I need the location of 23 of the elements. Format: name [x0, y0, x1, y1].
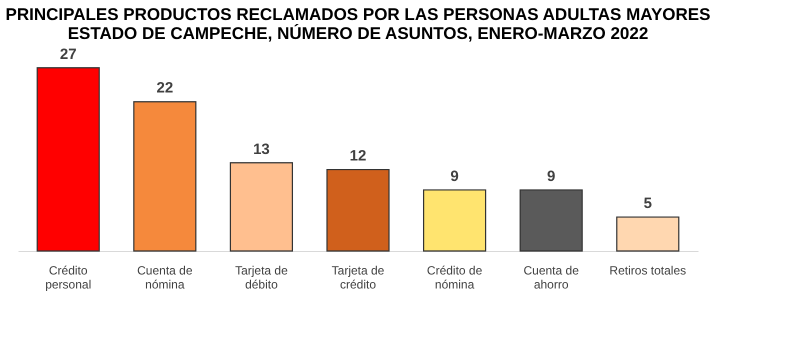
data-label: 27	[60, 46, 77, 63]
text: PRINCIPALES PRODUCTOS RECLAMADOS POR LAS PERSONAS ADULTAS MAYORES	[6, 4, 710, 24]
bar	[422, 189, 486, 252]
data-label: 9	[450, 168, 459, 185]
data-label: 5	[644, 195, 652, 212]
text: ESTADO DE CAMPECHE, NÚMERO DE ASUNTOS, ENERO-MARZO 2022	[68, 24, 648, 43]
bar	[36, 67, 100, 252]
bar	[326, 168, 390, 252]
x-tick-label: Crédito personal	[45, 264, 92, 292]
data-label: 12	[350, 148, 366, 165]
x-tick-label: Cuenta de nómina	[137, 264, 193, 292]
data-label: 22	[156, 80, 174, 97]
bar	[520, 189, 583, 252]
x-tick-label: Cuenta de ahorro	[523, 264, 580, 292]
data-label: 13	[253, 140, 270, 158]
x-tick-label: Tarjeta de débito	[235, 264, 288, 292]
bar	[230, 162, 294, 252]
x-tick-label: Tarjeta de crédito	[332, 264, 385, 292]
x-tick-label: Retiros totales	[609, 264, 686, 278]
x-tick-label: Crédito de nómina	[426, 264, 483, 292]
bar	[133, 101, 196, 252]
bar	[616, 216, 680, 252]
data-label: 9	[547, 168, 556, 185]
